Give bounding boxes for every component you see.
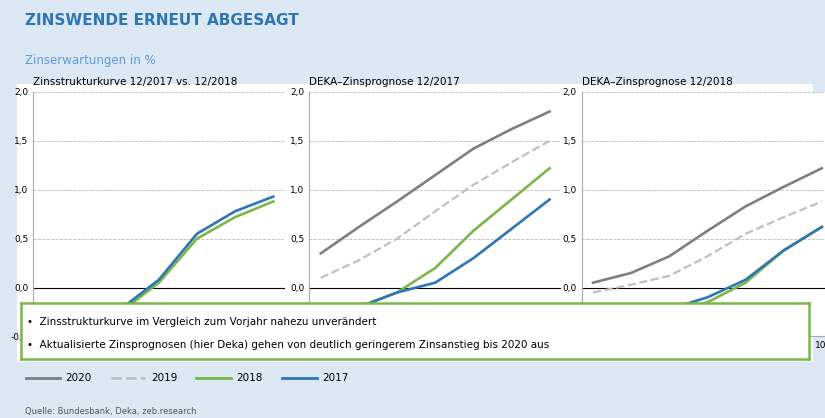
Text: •  Aktualisierte Zinsprognosen (hier Deka) gehen von deutlich geringerem Zinsans: • Aktualisierte Zinsprognosen (hier Deka…: [27, 340, 549, 350]
Text: DEKA–Zinsprognose 12/2017: DEKA–Zinsprognose 12/2017: [309, 77, 460, 87]
Text: DEKA–Zinsprognose 12/2018: DEKA–Zinsprognose 12/2018: [582, 77, 733, 87]
Text: Zinsstrukturkurve 12/2017 vs. 12/2018: Zinsstrukturkurve 12/2017 vs. 12/2018: [33, 77, 238, 87]
Text: Quelle: Bundesbank, Deka, zeb.research: Quelle: Bundesbank, Deka, zeb.research: [25, 407, 196, 416]
Text: ZINSWENDE ERNEUT ABGESAGT: ZINSWENDE ERNEUT ABGESAGT: [25, 13, 299, 28]
Text: 2017: 2017: [323, 373, 349, 383]
Text: 2018: 2018: [237, 373, 263, 383]
Text: 2020: 2020: [65, 373, 92, 383]
Text: 2019: 2019: [151, 373, 177, 383]
Text: •  Zinsstrukturkurve im Vergleich zum Vorjahr nahezu unverändert: • Zinsstrukturkurve im Vergleich zum Vor…: [27, 317, 376, 327]
Text: Zinserwartungen in %: Zinserwartungen in %: [25, 54, 155, 67]
